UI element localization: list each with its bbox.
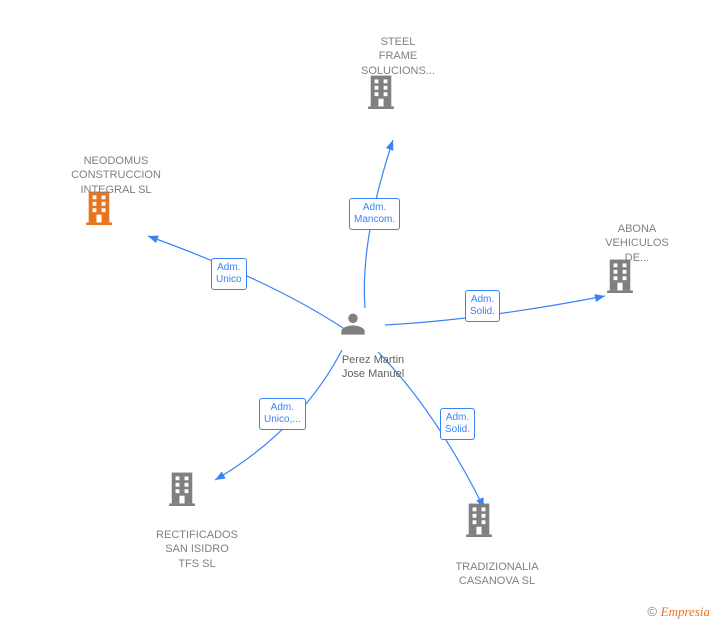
edge-label-steel: Adm. Mancom. [349,198,400,230]
company-node-rectificados[interactable] [166,470,198,506]
center-person [339,309,367,337]
center-person-label: Perez Martin Jose Manuel [333,353,413,382]
company-node-tradizionalia[interactable] [463,501,495,537]
edge-label-neodomus: Adm. Unico [211,258,247,290]
company-node-steel[interactable] [365,73,397,109]
company-label-tradizionalia: TRADIZIONALIA CASANOVA SL [432,560,562,589]
company-label-rectificados: RECTIFICADOS SAN ISIDRO TFS SL [132,528,262,571]
company-label-neodomus: NEODOMUS CONSTRUCCION INTEGRAL SL [46,154,186,197]
company-label-steel: STEEL FRAME SOLUCIONS... [338,35,458,78]
footer: © Empresia [647,604,710,620]
arrowhead-neodomus [147,232,159,243]
company-label-abona: ABONA VEHICULOS DE... [582,222,692,265]
copyright-symbol: © [647,604,657,619]
edge-label-rectificados: Adm. Unico,... [259,398,306,430]
edge-label-tradizionalia: Adm. Solid. [440,408,475,440]
arrowhead-steel [386,139,397,151]
arrowhead-abona [594,292,605,302]
edge-label-abona: Adm. Solid. [465,290,500,322]
brand-name: Empresia [661,604,710,619]
arrowhead-rectificados [213,472,226,484]
